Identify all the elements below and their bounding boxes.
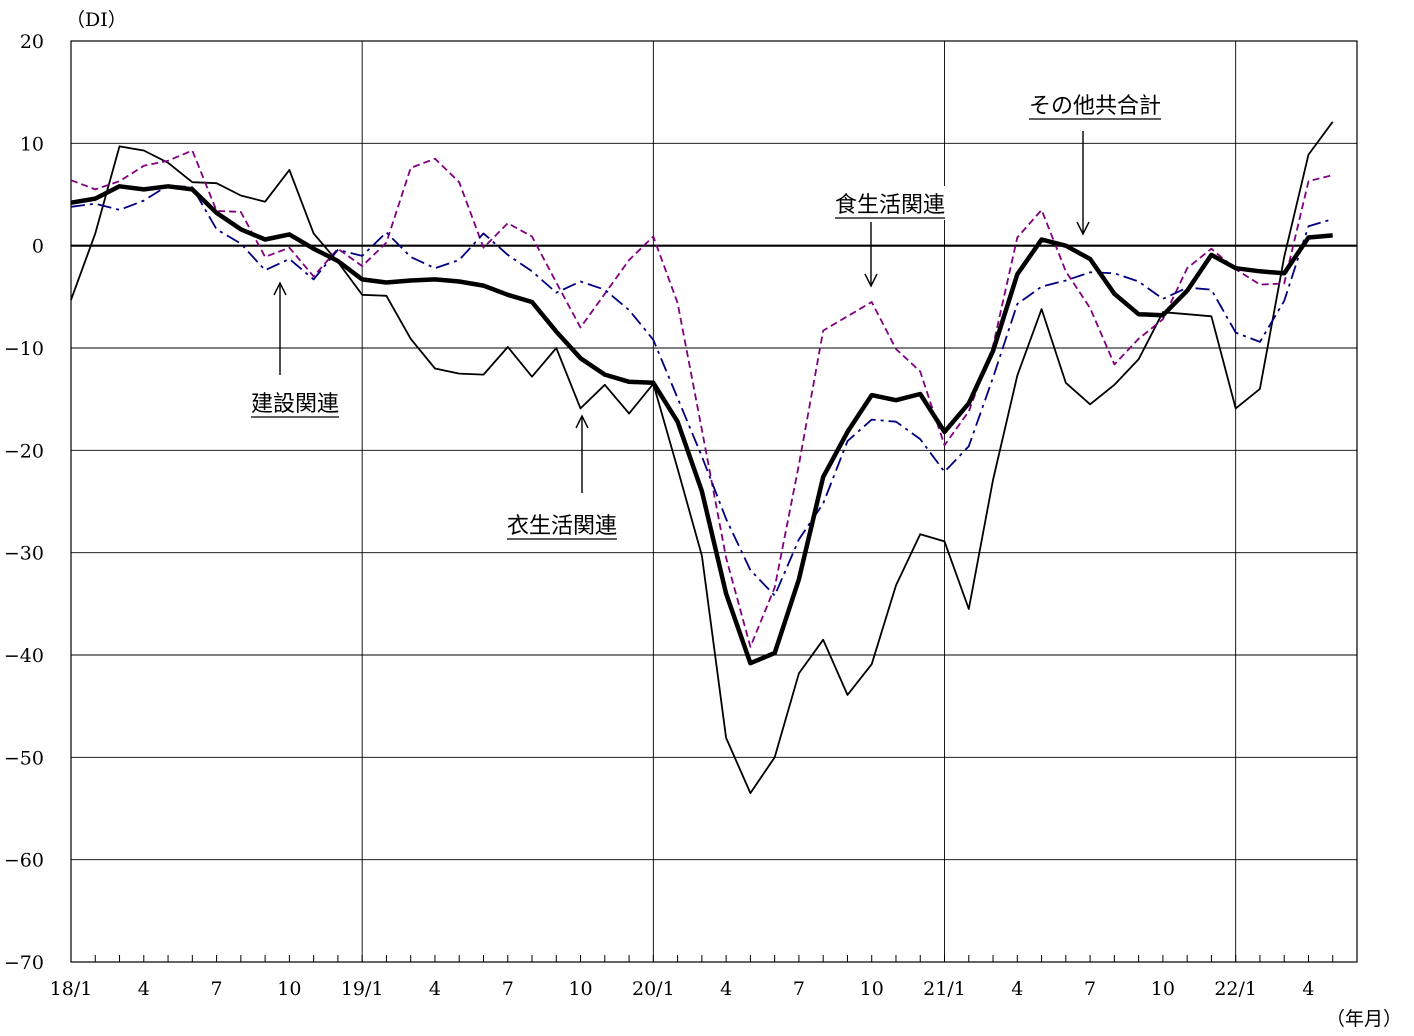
- x-tick-label: 4: [429, 978, 441, 1000]
- annotation-arrow-head: [1076, 221, 1090, 236]
- x-tick-label: 7: [1084, 978, 1096, 1000]
- x-tick-label: 21/1: [923, 978, 966, 1000]
- label-background: [493, 507, 631, 541]
- plot-frame: [70, 40, 1358, 963]
- series-line: [70, 184, 1333, 666]
- x-tick-label: 4: [720, 978, 732, 1000]
- x-tick-label: 7: [793, 978, 805, 1000]
- grid-lines: [71, 40, 1357, 963]
- x-tick-label: 10: [1151, 978, 1175, 1000]
- y-tick-label: −10: [4, 338, 44, 360]
- annotation-label: 衣生活関連: [507, 514, 617, 539]
- annotation-arrow-head: [575, 414, 589, 429]
- x-tick-label: 7: [502, 978, 514, 1000]
- x-unit-label: （年月）: [1326, 1008, 1402, 1030]
- x-tick-label: 10: [860, 978, 884, 1000]
- x-tick-label: 22/1: [1214, 978, 1257, 1000]
- x-tick-label: 4: [138, 978, 150, 1000]
- annotation-label: その他共合計: [1029, 94, 1161, 119]
- y-tick-label: −20: [4, 440, 44, 462]
- x-tick-label: 7: [211, 978, 223, 1000]
- y-tick-label: −60: [4, 850, 44, 872]
- x-tick-label: 18/1: [50, 978, 93, 1000]
- series-line: [70, 149, 1333, 648]
- x-tick-label: 20/1: [632, 978, 675, 1000]
- y-tick-label: 10: [20, 133, 44, 155]
- y-tick-label: −50: [4, 747, 44, 769]
- axes: [70, 40, 1358, 963]
- annotation-label: 建設関連: [251, 392, 339, 417]
- series-line: [70, 121, 1334, 794]
- y-unit-label: （DI）: [66, 9, 127, 31]
- x-tick-label: 19/1: [341, 978, 384, 1000]
- x-tick-label: 10: [277, 978, 301, 1000]
- annotation-arrow-head: [273, 281, 287, 296]
- annotation-arrow-head: [864, 273, 878, 288]
- x-tick-label: 10: [568, 978, 592, 1000]
- y-tick-label: −30: [4, 543, 44, 565]
- tick-labels: 20 10 0 −10 −20 −30 −40 −50 −60 −70 18/1 4 7 10 19/1 4 7…: [4, 31, 1315, 1000]
- x-tick-label: 4: [1302, 978, 1314, 1000]
- series-lines: [70, 121, 1334, 794]
- y-tick-label: 20: [20, 31, 44, 53]
- y-tick-label: −40: [4, 645, 44, 667]
- annotation-label: 食生活関連: [835, 193, 945, 218]
- x-tick-label: 4: [1011, 978, 1023, 1000]
- series-line: [70, 184, 1333, 597]
- y-tick-label: 0: [32, 236, 44, 258]
- y-tick-label: −70: [4, 952, 44, 974]
- label-background: [821, 186, 959, 220]
